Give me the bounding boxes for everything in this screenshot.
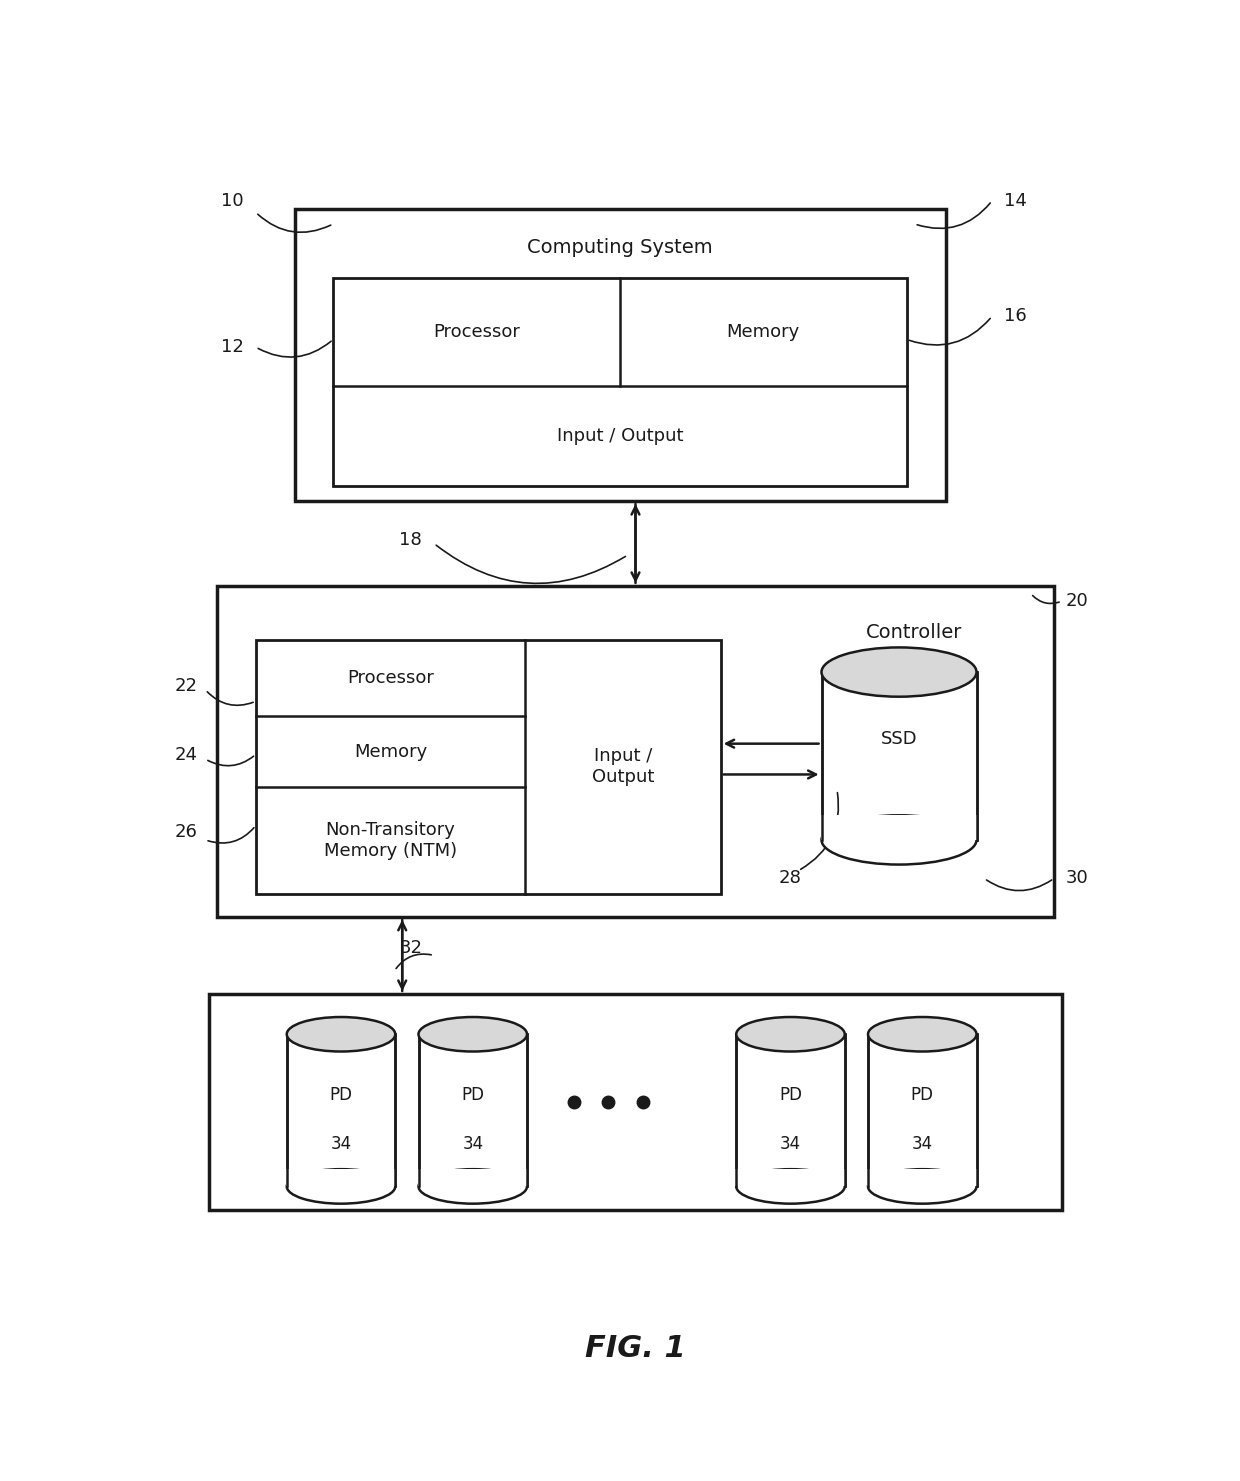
Text: 30: 30: [1066, 869, 1089, 887]
Text: Memory: Memory: [727, 323, 800, 341]
Ellipse shape: [737, 1169, 844, 1204]
Bar: [334, 278, 906, 486]
Bar: [419, 1034, 527, 1186]
Text: 26: 26: [175, 823, 197, 841]
Text: PD: PD: [910, 1086, 934, 1105]
Ellipse shape: [821, 647, 977, 696]
Bar: [735, 1169, 846, 1186]
Ellipse shape: [286, 1017, 396, 1052]
Text: FIG. 1: FIG. 1: [585, 1333, 686, 1363]
Bar: [217, 586, 1054, 917]
Bar: [737, 1034, 844, 1186]
Text: 14: 14: [1004, 193, 1027, 210]
Bar: [295, 209, 945, 501]
Text: 20: 20: [1066, 592, 1089, 610]
Text: 34: 34: [780, 1134, 801, 1152]
Ellipse shape: [868, 1017, 977, 1052]
Text: Controller: Controller: [867, 622, 962, 641]
Text: 32: 32: [399, 939, 423, 957]
Text: 34: 34: [330, 1134, 352, 1152]
Text: 24: 24: [175, 746, 197, 764]
Text: 16: 16: [1004, 308, 1027, 326]
Text: 12: 12: [221, 338, 244, 355]
Bar: [210, 994, 1061, 1210]
Text: PD: PD: [779, 1086, 802, 1105]
Text: Non-Transitory
Memory (NTM): Non-Transitory Memory (NTM): [324, 820, 458, 860]
Text: 34: 34: [911, 1134, 932, 1152]
Bar: [286, 1169, 396, 1186]
Bar: [821, 672, 977, 840]
Text: PD: PD: [461, 1086, 485, 1105]
Text: SSD: SSD: [880, 730, 918, 748]
Text: Memory: Memory: [353, 742, 428, 761]
Text: Processor: Processor: [347, 669, 434, 687]
Ellipse shape: [868, 1169, 977, 1204]
Text: Processor: Processor: [433, 323, 520, 341]
Text: 28: 28: [779, 869, 802, 887]
Bar: [255, 640, 720, 895]
Ellipse shape: [737, 1017, 844, 1052]
Text: Input / Output: Input / Output: [557, 427, 683, 444]
Ellipse shape: [419, 1169, 527, 1204]
Ellipse shape: [821, 815, 977, 865]
Bar: [867, 1169, 977, 1186]
Bar: [286, 1034, 396, 1186]
Text: 10: 10: [221, 193, 244, 210]
Text: Computing System: Computing System: [527, 237, 713, 256]
Text: PD: PD: [330, 1086, 352, 1105]
Bar: [868, 1034, 977, 1186]
Text: Input /
Output: Input / Output: [591, 748, 655, 786]
Ellipse shape: [419, 1017, 527, 1052]
Text: 18: 18: [399, 530, 422, 548]
Text: 34: 34: [463, 1134, 484, 1152]
Text: 22: 22: [175, 677, 197, 695]
Ellipse shape: [286, 1169, 396, 1204]
Bar: [418, 1169, 528, 1186]
Bar: [821, 815, 977, 840]
